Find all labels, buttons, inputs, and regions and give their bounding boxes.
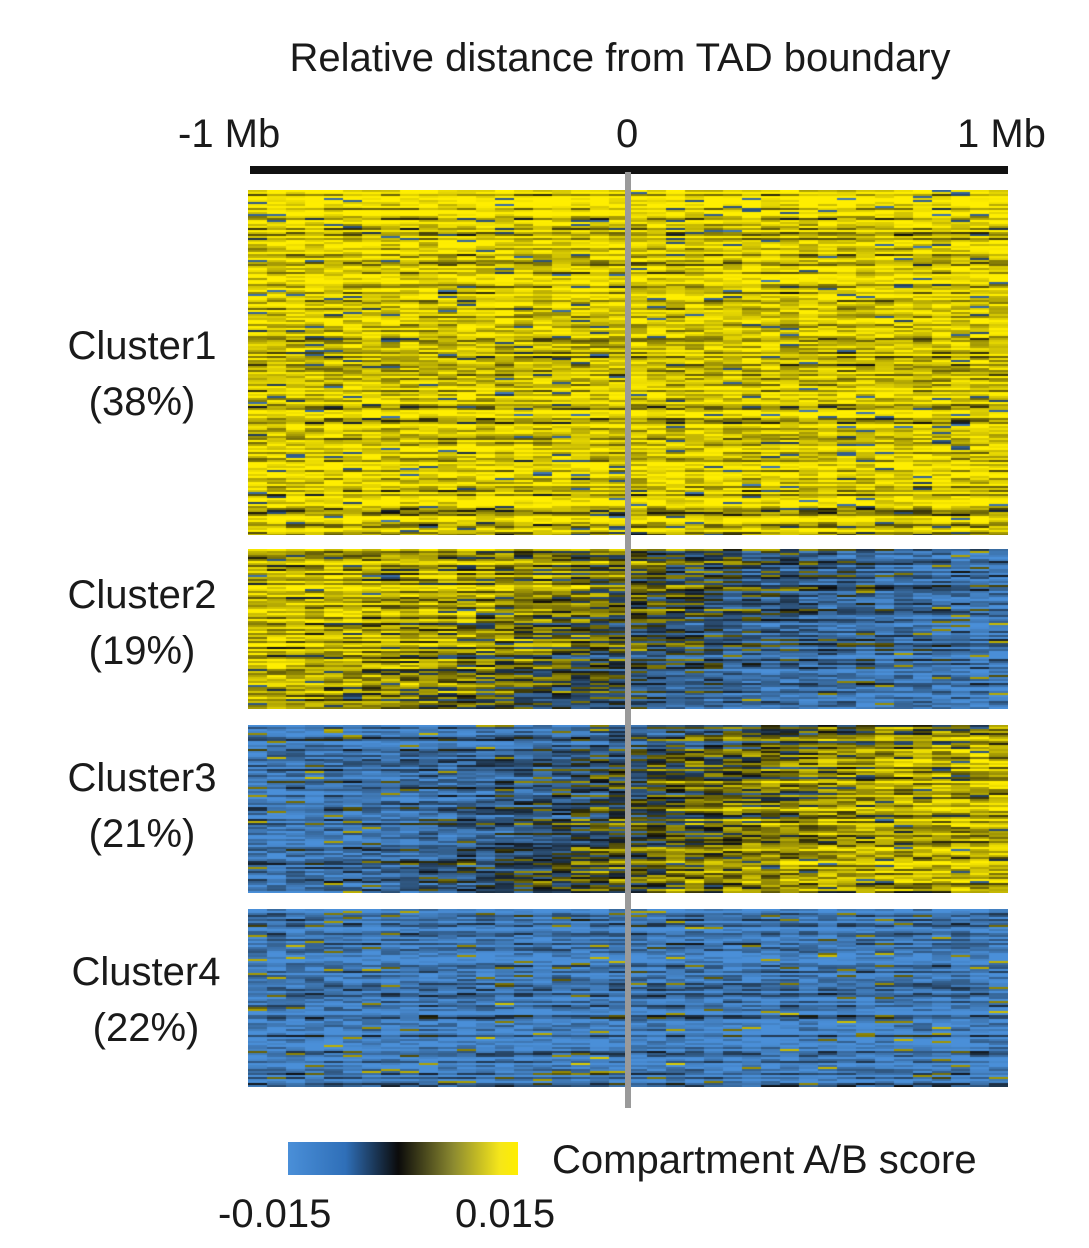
x-tick-left: -1 Mb (178, 112, 281, 156)
cluster2-label: Cluster2 (19%) (42, 567, 242, 679)
chart-title: Relative distance from TAD boundary (289, 36, 951, 80)
colorbar-label: Compartment A/B score (552, 1138, 977, 1182)
colorbar-max-label: 0.015 (455, 1192, 556, 1236)
cluster4-label: Cluster4 (22%) (46, 944, 246, 1056)
tad-boundary-line (625, 172, 631, 1108)
colorbar (288, 1142, 518, 1175)
cluster1-label: Cluster1 (38%) (42, 318, 242, 430)
x-axis-bar (250, 166, 1008, 174)
x-tick-right: 1 Mb (957, 112, 1046, 156)
cluster1-percent: (38%) (88, 380, 196, 424)
cluster4-name: Cluster4 (71, 950, 221, 994)
cluster3-percent: (21%) (88, 812, 196, 856)
x-tick-center: 0 (616, 112, 639, 156)
cluster2-percent: (19%) (88, 629, 196, 673)
cluster4-percent: (22%) (92, 1006, 200, 1050)
cluster2-name: Cluster2 (67, 573, 217, 617)
cluster3-label: Cluster3 (21%) (42, 750, 242, 862)
cluster1-name: Cluster1 (67, 324, 217, 368)
colorbar-min-label: -0.015 (218, 1192, 332, 1236)
cluster3-name: Cluster3 (67, 756, 217, 800)
